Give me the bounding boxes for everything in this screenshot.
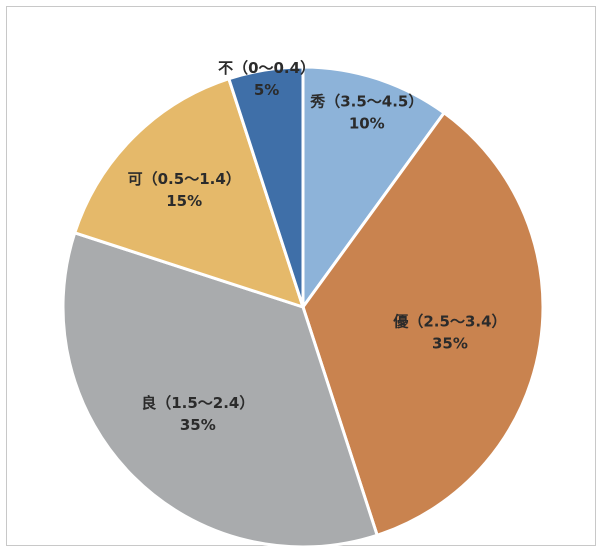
slice-percent-label: 5% xyxy=(254,81,279,99)
pie-slice xyxy=(61,230,380,547)
slice-percent-label: 15% xyxy=(166,192,202,210)
pie-slice xyxy=(301,65,447,312)
slice-label: 可（0.5～1.4） xyxy=(128,170,241,188)
pie-slices xyxy=(61,65,545,547)
slice-percent-label: 35% xyxy=(432,334,468,352)
chart-frame: 秀（3.5～4.5） 10% 優（2.5～3.4） 35% 良（1.5～2.4） 35% 可… xyxy=(6,6,596,547)
pie-labels: 秀（3.5～4.5） 10% 優（2.5～3.4） 35% 良（1.5～2.4） 35% 可… xyxy=(128,59,507,434)
pie-chart: 秀（3.5～4.5） 10% 優（2.5～3.4） 35% 良（1.5～2.4） 35% 可… xyxy=(61,59,545,547)
slice-percent-label: 35% xyxy=(180,416,216,434)
pie-slice xyxy=(226,65,305,308)
slice-label: 不（0～0.4） xyxy=(218,59,315,77)
pie-slice xyxy=(301,110,545,538)
slice-label: 良（1.5～2.4） xyxy=(141,394,254,412)
slice-label: 優（2.5～3.4） xyxy=(392,312,506,330)
slice-percent-label: 10% xyxy=(349,115,385,133)
slice-label: 秀（3.5～4.5） xyxy=(309,93,423,111)
